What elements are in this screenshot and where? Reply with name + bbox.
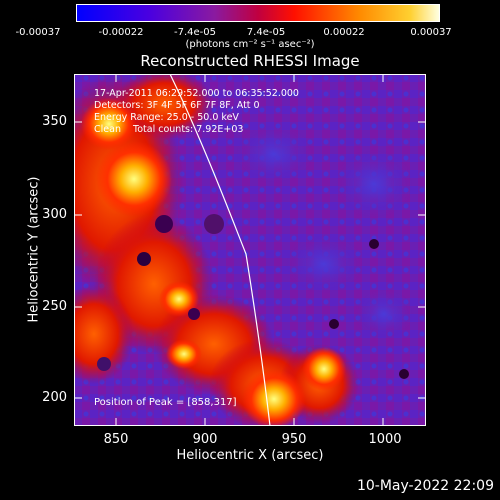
x-tick-label: 850 [103,432,129,447]
info-detectors: Detectors: 3F 4F 5F 6F 7F 8F, Att 0 [94,100,260,111]
solar-limb-line [169,74,271,426]
rhessi-image [74,74,426,426]
colorbar-tick: -7.4e-05 [174,27,216,38]
plot-title: Reconstructed RHESSI Image [140,52,360,70]
y-tick-label: 250 [42,299,67,314]
y-tick-label: 350 [42,114,67,129]
dark-cavities [97,214,409,379]
y-tick-label: 200 [42,390,67,405]
footer-date: 10-May-2022 22:09 [356,478,494,494]
colorbar-tick: -0.00022 [98,27,144,38]
x-tick-label: 1000 [368,432,402,447]
y-axis-label: Heliocentric Y (arcsec) [26,176,42,323]
colorbar-tick: 7.4e-05 [246,27,286,38]
x-tick-label: 900 [192,432,218,447]
colorbar-tick: -0.00037 [15,27,61,38]
x-tick-label: 950 [281,432,307,447]
colorbar [76,4,440,22]
blue-patches [234,124,414,339]
info-counts: Clean Total counts: 7.92E+03 [94,124,244,135]
colorbar-tick: 0.00022 [323,27,365,38]
plot-frame [74,74,426,426]
axis-tick-marks [74,74,426,426]
y-tick-label: 300 [42,207,67,222]
colorbar-tick: 0.00037 [410,27,452,38]
colorbar-unit-label: (photons cm⁻² s⁻¹ asec⁻²) [185,39,315,50]
emission-peaks [81,98,346,426]
info-time-range: 17-Apr-2011 06:29:52.000 to 06:35:52.000 [94,88,299,99]
peak-position-label: Position of Peak = [858,317] [94,397,237,408]
x-axis-label: Heliocentric X (arcsec) [176,448,324,463]
info-energy-range: Energy Range: 25.0 - 50.0 keV [94,112,239,123]
